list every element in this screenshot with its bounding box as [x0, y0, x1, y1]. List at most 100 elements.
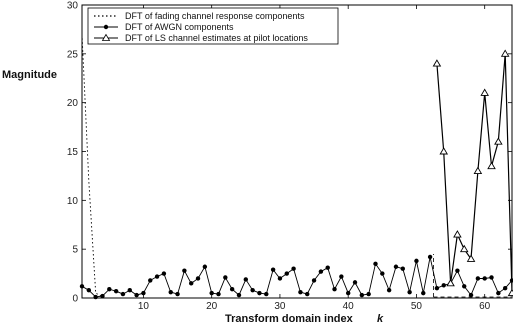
awgn-point: [182, 268, 187, 273]
awgn-point: [154, 274, 160, 279]
awgn-point: [264, 291, 269, 297]
awgn-point: [475, 276, 481, 281]
awgn-point: [148, 278, 153, 283]
awgn-point: [332, 287, 337, 292]
legend-box: [87, 7, 339, 45]
awgn-point: [141, 290, 146, 296]
awgn-point: [229, 287, 235, 292]
awgn-point: [298, 289, 303, 295]
y-tick-label: 10: [67, 196, 79, 207]
legend-marker-ls: [101, 33, 111, 41]
ls-estimate-point: [487, 161, 496, 170]
awgn-point: [79, 284, 85, 289]
ls-estimate-point: [459, 244, 469, 253]
awgn-point: [250, 287, 255, 293]
ls-estimate-point: [473, 166, 483, 174]
y-tick-label: 30: [67, 1, 79, 12]
awgn-point: [468, 292, 474, 298]
awgn-point: [407, 289, 412, 295]
awgn-point: [243, 277, 249, 282]
awgn-point: [216, 291, 221, 297]
awgn-point: [175, 291, 180, 297]
y-tick-label: 15: [67, 147, 79, 158]
awgn-point: [414, 258, 419, 264]
awgn-point: [120, 291, 126, 297]
ls-estimate-point: [494, 137, 503, 145]
awgn-point: [462, 284, 467, 289]
awgn-point: [236, 292, 242, 298]
ls-estimate-point: [453, 230, 462, 238]
ls-estimate-point: [500, 49, 510, 57]
awgn-point: [284, 271, 289, 276]
ls-estimate-point: [507, 288, 513, 297]
awgn-point: [318, 269, 324, 274]
legend: DFT of fading channel response component…: [87, 7, 339, 45]
x-axis-title: Transform domain index: [225, 313, 354, 325]
series-ls-line: [436, 53, 513, 294]
y-tick-label: 5: [72, 245, 78, 256]
legend-entry-awgn: DFT of AWGN components: [125, 22, 234, 32]
awgn-point: [100, 293, 105, 299]
series-awgn-line: [81, 256, 513, 298]
awgn-point: [482, 276, 487, 281]
awgn-point: [325, 265, 330, 270]
legend-entry-ls: DFT of LS channel estimates at pilot loc…: [125, 33, 308, 43]
awgn-point: [270, 267, 276, 272]
awgn-point: [291, 266, 296, 271]
legend-entry-fading: DFT of fading channel response component…: [125, 11, 305, 21]
awgn-point: [455, 268, 460, 273]
awgn-point: [311, 278, 317, 283]
awgn-point: [386, 287, 392, 293]
awgn-point: [209, 290, 214, 296]
plot-frame: [81, 4, 513, 299]
awgn-point: [345, 290, 351, 296]
awgn-point: [352, 280, 358, 285]
awgn-point: [305, 291, 310, 297]
awgn-point: [434, 286, 440, 291]
awgn-point: [359, 292, 365, 298]
awgn-point: [127, 287, 132, 293]
awgn-point: [400, 266, 405, 271]
y-tick-label: 25: [67, 49, 79, 60]
ls-estimate-point: [446, 278, 455, 287]
awgn-point: [421, 290, 426, 296]
awgn-point: [189, 281, 194, 286]
awgn-point: [257, 290, 262, 296]
legend-marker-awgn: [103, 24, 109, 30]
awgn-point: [393, 264, 399, 269]
ls-estimate-point: [432, 59, 442, 67]
x-tick-label: 50: [411, 301, 423, 312]
awgn-point: [223, 275, 228, 280]
awgn-point: [339, 274, 344, 279]
series-fading-line: [81, 34, 103, 298]
ls-estimate-point: [439, 147, 449, 155]
ls-estimate-point: [480, 88, 489, 96]
awgn-point: [427, 254, 433, 260]
awgn-point: [373, 261, 378, 267]
awgn-point: [113, 288, 119, 294]
awgn-point: [380, 271, 385, 276]
y-tick-label: 20: [67, 98, 79, 109]
awgn-point: [161, 271, 167, 276]
x-tick-label: 30: [274, 301, 286, 312]
x-tick-label: 40: [343, 301, 355, 312]
awgn-point: [195, 276, 201, 281]
awgn-point: [202, 264, 208, 269]
x-tick-label: 20: [206, 301, 218, 312]
awgn-point: [441, 283, 446, 288]
awgn-point: [107, 287, 112, 292]
awgn-point: [93, 294, 98, 300]
y-tick-label: 0: [72, 294, 78, 305]
x-tick-label: 60: [479, 301, 491, 312]
awgn-point: [366, 291, 371, 297]
awgn-point: [502, 286, 508, 291]
awgn-point: [489, 275, 494, 280]
x-tick-label: 10: [138, 301, 150, 312]
ls-estimate-point: [466, 254, 476, 262]
awgn-point: [168, 289, 173, 295]
y-axis-title: Magnitude: [2, 69, 57, 81]
x-axis-symbol: k: [377, 313, 384, 325]
awgn-point: [134, 292, 139, 298]
awgn-point: [277, 276, 283, 281]
